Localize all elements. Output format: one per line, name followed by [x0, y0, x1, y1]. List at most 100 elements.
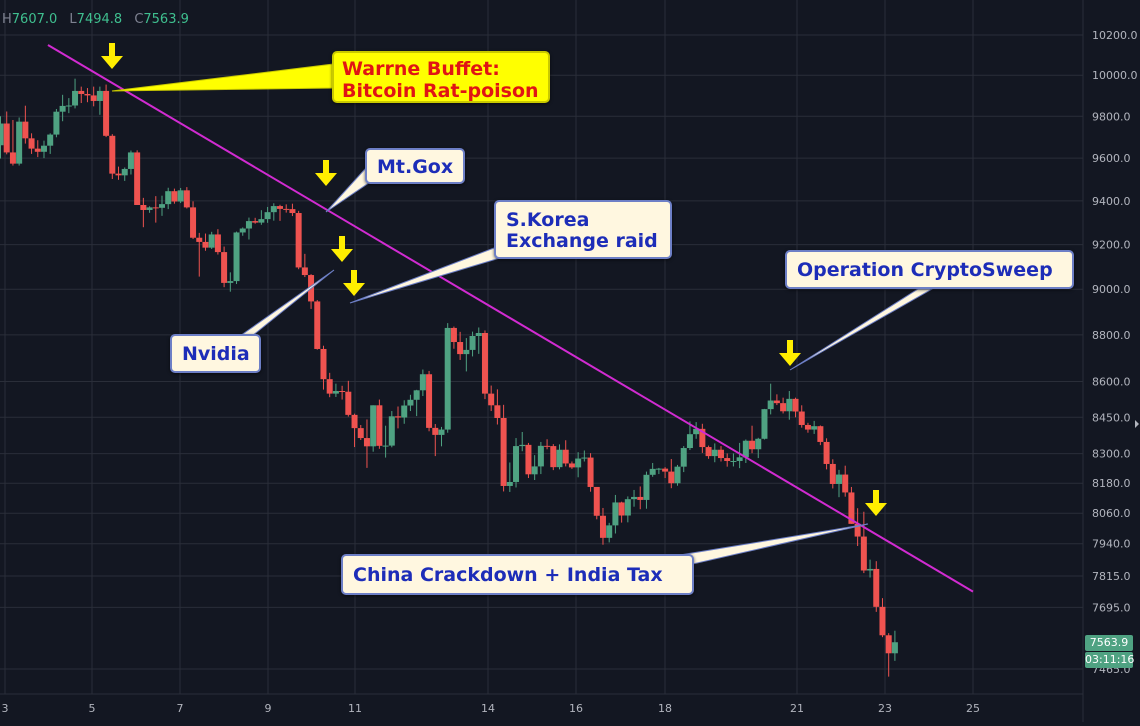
- candle-body: [239, 228, 246, 233]
- candle-body: [16, 121, 23, 164]
- candle-body: [811, 426, 818, 430]
- candle-body: [395, 416, 402, 418]
- candle-body: [475, 333, 482, 337]
- trendline[interactable]: [47, 44, 974, 593]
- candle-body: [78, 90, 85, 94]
- candle-body: [28, 138, 35, 149]
- candle-body: [631, 496, 638, 500]
- price-tick-label: 10000.0: [1092, 69, 1138, 82]
- candle-body: [295, 213, 302, 268]
- callout-mtgox[interactable]: Mt.Gox: [365, 148, 465, 184]
- candle-body: [581, 457, 588, 459]
- candle-body: [3, 123, 10, 153]
- candle-body: [53, 111, 60, 135]
- candle-body: [593, 486, 600, 516]
- callout-skorea-line-2: Exchange raid: [506, 230, 658, 252]
- candle-body: [72, 90, 79, 106]
- candle-body: [469, 336, 476, 350]
- candle-body: [438, 429, 445, 435]
- candle-body: [227, 281, 234, 283]
- time-axis[interactable]: 3 5 7 9 11 14 16 18 21 23 25: [2, 702, 981, 715]
- candle-body: [742, 440, 749, 458]
- candle-body: [109, 135, 116, 174]
- candle-body: [705, 447, 712, 457]
- candle-body: [606, 525, 613, 538]
- price-tick-label: 8450.0: [1092, 411, 1131, 424]
- candle-body: [550, 446, 557, 468]
- candle-body: [860, 536, 867, 571]
- candle-body: [22, 121, 29, 139]
- callout-skorea-line-1: S.Korea: [506, 209, 590, 231]
- candle-body: [513, 446, 520, 482]
- candle-body: [773, 400, 780, 404]
- countdown-tag: 03:11:16: [1085, 652, 1135, 668]
- candle-body: [401, 405, 408, 418]
- candle-body: [388, 416, 395, 446]
- price-tick-label: 10200.0: [1092, 29, 1138, 42]
- candle-body: [258, 219, 265, 223]
- low-label: L: [69, 12, 77, 27]
- candle-body: [65, 105, 72, 107]
- candle-body: [146, 207, 153, 210]
- time-tick-label: 3: [2, 702, 9, 715]
- candle-body: [686, 434, 693, 449]
- candle-body: [749, 440, 756, 450]
- candle-body: [618, 502, 625, 516]
- candle-body: [699, 428, 706, 448]
- axis-scroll-handle-icon[interactable]: [1135, 420, 1139, 428]
- high-value: 7607.0: [11, 12, 58, 27]
- candle-body: [90, 95, 97, 101]
- candle-body: [426, 374, 433, 428]
- candle-body: [755, 438, 762, 450]
- callout-china[interactable]: China Crackdown + India Tax: [341, 554, 694, 595]
- candle-body: [339, 391, 346, 393]
- callout-skorea[interactable]: S.Korea Exchange raid: [494, 200, 672, 259]
- arrow-down-icon: [101, 43, 123, 69]
- candle-body: [277, 206, 284, 209]
- candle-body: [363, 438, 370, 447]
- cryptosweep-leader: [789, 288, 934, 371]
- candle-body: [47, 134, 54, 146]
- candle-body: [196, 237, 203, 242]
- candle-body: [867, 568, 874, 571]
- candle-body: [804, 424, 811, 430]
- price-tick-label: 9400.0: [1092, 195, 1131, 208]
- candle-body: [879, 606, 886, 636]
- time-tick-label: 18: [658, 702, 672, 715]
- candle-body: [717, 449, 724, 459]
- candle-body: [798, 411, 805, 425]
- candle-body: [115, 173, 122, 176]
- candle-body: [208, 234, 215, 248]
- candle-body: [494, 405, 501, 418]
- candle-body: [835, 474, 842, 484]
- candle-body: [643, 474, 650, 500]
- candle-body: [891, 642, 898, 654]
- candle-body: [171, 191, 178, 202]
- candle-body: [450, 327, 457, 343]
- callout-nvidia[interactable]: Nvidia: [170, 334, 261, 373]
- candle-body: [121, 168, 128, 176]
- candle-body: [357, 428, 364, 439]
- time-tick-label: 14: [481, 702, 495, 715]
- candle-body: [463, 349, 470, 355]
- candle-body: [283, 208, 290, 210]
- candle-body: [568, 463, 575, 468]
- candle-body: [829, 463, 836, 484]
- candle-body: [413, 390, 420, 400]
- candle-body: [525, 444, 532, 475]
- candle-body: [767, 400, 774, 410]
- skorea-leader: [349, 247, 501, 304]
- candle-body: [488, 393, 495, 406]
- close-label: C: [134, 12, 144, 27]
- candle-body: [556, 449, 563, 468]
- candle-body: [823, 441, 830, 464]
- callout-buffett[interactable]: Warrne Buffet: Bitcoin Rat-poison: [332, 51, 550, 103]
- price-tick-label: 8060.0: [1092, 507, 1131, 520]
- candle-body: [544, 445, 551, 447]
- candle-body: [842, 474, 849, 493]
- callout-cryptosweep[interactable]: Operation CryptoSweep: [785, 250, 1074, 289]
- price-tick-label: 7695.0: [1092, 601, 1131, 614]
- candle-body: [848, 492, 855, 524]
- price-tick-label: 7940.0: [1092, 538, 1131, 551]
